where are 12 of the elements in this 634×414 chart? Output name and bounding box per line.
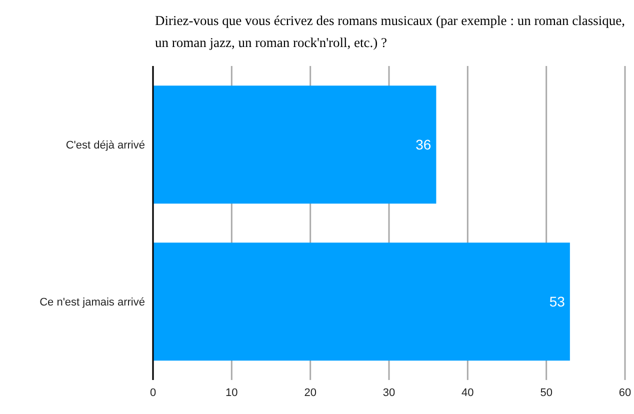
data-label: 53 <box>549 294 566 310</box>
x-tick-label: 0 <box>150 386 156 399</box>
y-tick-label: C'est déjà arrivé <box>66 139 145 152</box>
chart-title: Diriez-vous que vous écrivez des romans musicaux (par exemple : un roman classique, un roman jazz, un roman rock'n'roll, etc.) ? <box>155 12 625 52</box>
x-tick-label: 40 <box>462 386 474 399</box>
x-tick-label: 10 <box>226 386 238 399</box>
data-label: 36 <box>416 136 432 153</box>
y-tick-label: Ce n'est jamais arrivé <box>40 296 145 308</box>
x-tick-label: 30 <box>382 386 396 399</box>
x-tick-label: 20 <box>304 386 316 399</box>
x-tick-label: 60 <box>618 386 632 399</box>
x-tick-label: 50 <box>540 386 552 399</box>
